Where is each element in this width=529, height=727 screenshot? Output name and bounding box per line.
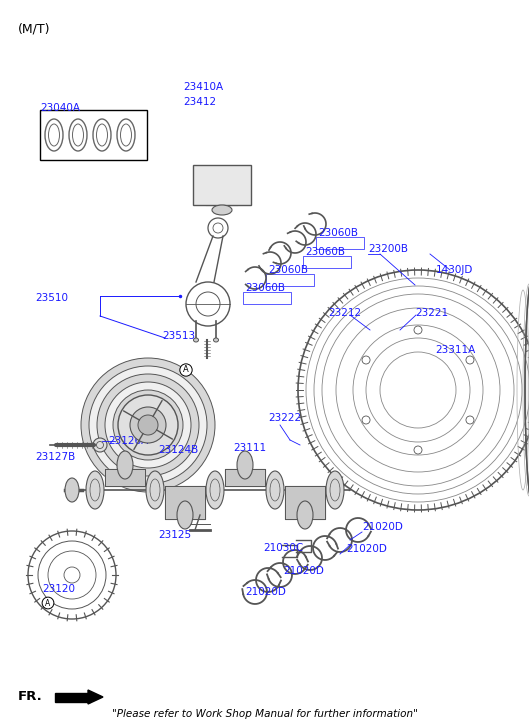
- Text: 23040A: 23040A: [40, 103, 80, 113]
- Text: 23126A: 23126A: [108, 436, 148, 446]
- Text: FR.: FR.: [18, 691, 43, 704]
- Bar: [316, 237, 364, 249]
- Text: 23120: 23120: [42, 584, 75, 594]
- Text: 23124B: 23124B: [158, 445, 198, 455]
- Text: A: A: [45, 598, 51, 608]
- Polygon shape: [165, 486, 205, 519]
- Circle shape: [81, 358, 215, 492]
- Circle shape: [89, 366, 207, 484]
- Text: 23060B: 23060B: [305, 247, 345, 257]
- Polygon shape: [225, 469, 265, 486]
- Bar: [40, 110, 147, 160]
- Text: "Please refer to Work Shop Manual for further information": "Please refer to Work Shop Manual for fu…: [112, 709, 417, 719]
- Bar: [266, 274, 314, 286]
- FancyArrow shape: [55, 693, 90, 702]
- Text: 23060B: 23060B: [268, 265, 308, 275]
- Text: 23212: 23212: [328, 308, 361, 318]
- Text: 21020D: 21020D: [283, 566, 324, 576]
- Circle shape: [118, 395, 178, 455]
- Ellipse shape: [326, 471, 344, 509]
- Ellipse shape: [237, 451, 253, 479]
- Ellipse shape: [214, 338, 218, 342]
- Circle shape: [113, 390, 183, 460]
- Text: 23311A: 23311A: [435, 345, 475, 355]
- Ellipse shape: [117, 451, 133, 479]
- Text: (M/T): (M/T): [18, 22, 50, 35]
- Text: 21020D: 21020D: [362, 522, 403, 532]
- Polygon shape: [285, 486, 325, 519]
- Ellipse shape: [212, 205, 232, 215]
- Text: 21030C: 21030C: [263, 543, 303, 553]
- Ellipse shape: [177, 501, 193, 529]
- Text: 23060B: 23060B: [245, 283, 285, 293]
- Text: 23222: 23222: [268, 413, 301, 423]
- Bar: [303, 256, 351, 268]
- Text: 23510: 23510: [35, 293, 68, 303]
- Text: 23410A: 23410A: [183, 82, 223, 92]
- Bar: [193, 165, 251, 205]
- Circle shape: [130, 407, 166, 443]
- Text: 23200B: 23200B: [368, 244, 408, 254]
- Text: 23127B: 23127B: [35, 452, 75, 462]
- Text: 1430JD: 1430JD: [436, 265, 473, 275]
- Text: 21020D: 21020D: [346, 544, 387, 554]
- Text: 23111: 23111: [233, 443, 266, 453]
- Circle shape: [138, 415, 158, 435]
- Circle shape: [105, 382, 191, 468]
- Ellipse shape: [206, 471, 224, 509]
- Circle shape: [97, 374, 199, 476]
- Ellipse shape: [194, 338, 198, 342]
- Ellipse shape: [86, 471, 104, 509]
- Ellipse shape: [297, 501, 313, 529]
- Ellipse shape: [525, 275, 529, 505]
- Polygon shape: [88, 690, 103, 704]
- Bar: [243, 292, 291, 304]
- Text: 21020D: 21020D: [245, 587, 286, 597]
- Ellipse shape: [146, 471, 164, 509]
- Text: 23221: 23221: [415, 308, 448, 318]
- Polygon shape: [105, 469, 145, 486]
- Ellipse shape: [65, 478, 79, 502]
- Text: 23060B: 23060B: [318, 228, 358, 238]
- Text: 23513: 23513: [162, 331, 195, 341]
- Ellipse shape: [93, 438, 107, 452]
- Ellipse shape: [266, 471, 284, 509]
- Text: 23125: 23125: [158, 530, 191, 540]
- Text: 23412: 23412: [183, 97, 216, 107]
- Text: A: A: [183, 366, 189, 374]
